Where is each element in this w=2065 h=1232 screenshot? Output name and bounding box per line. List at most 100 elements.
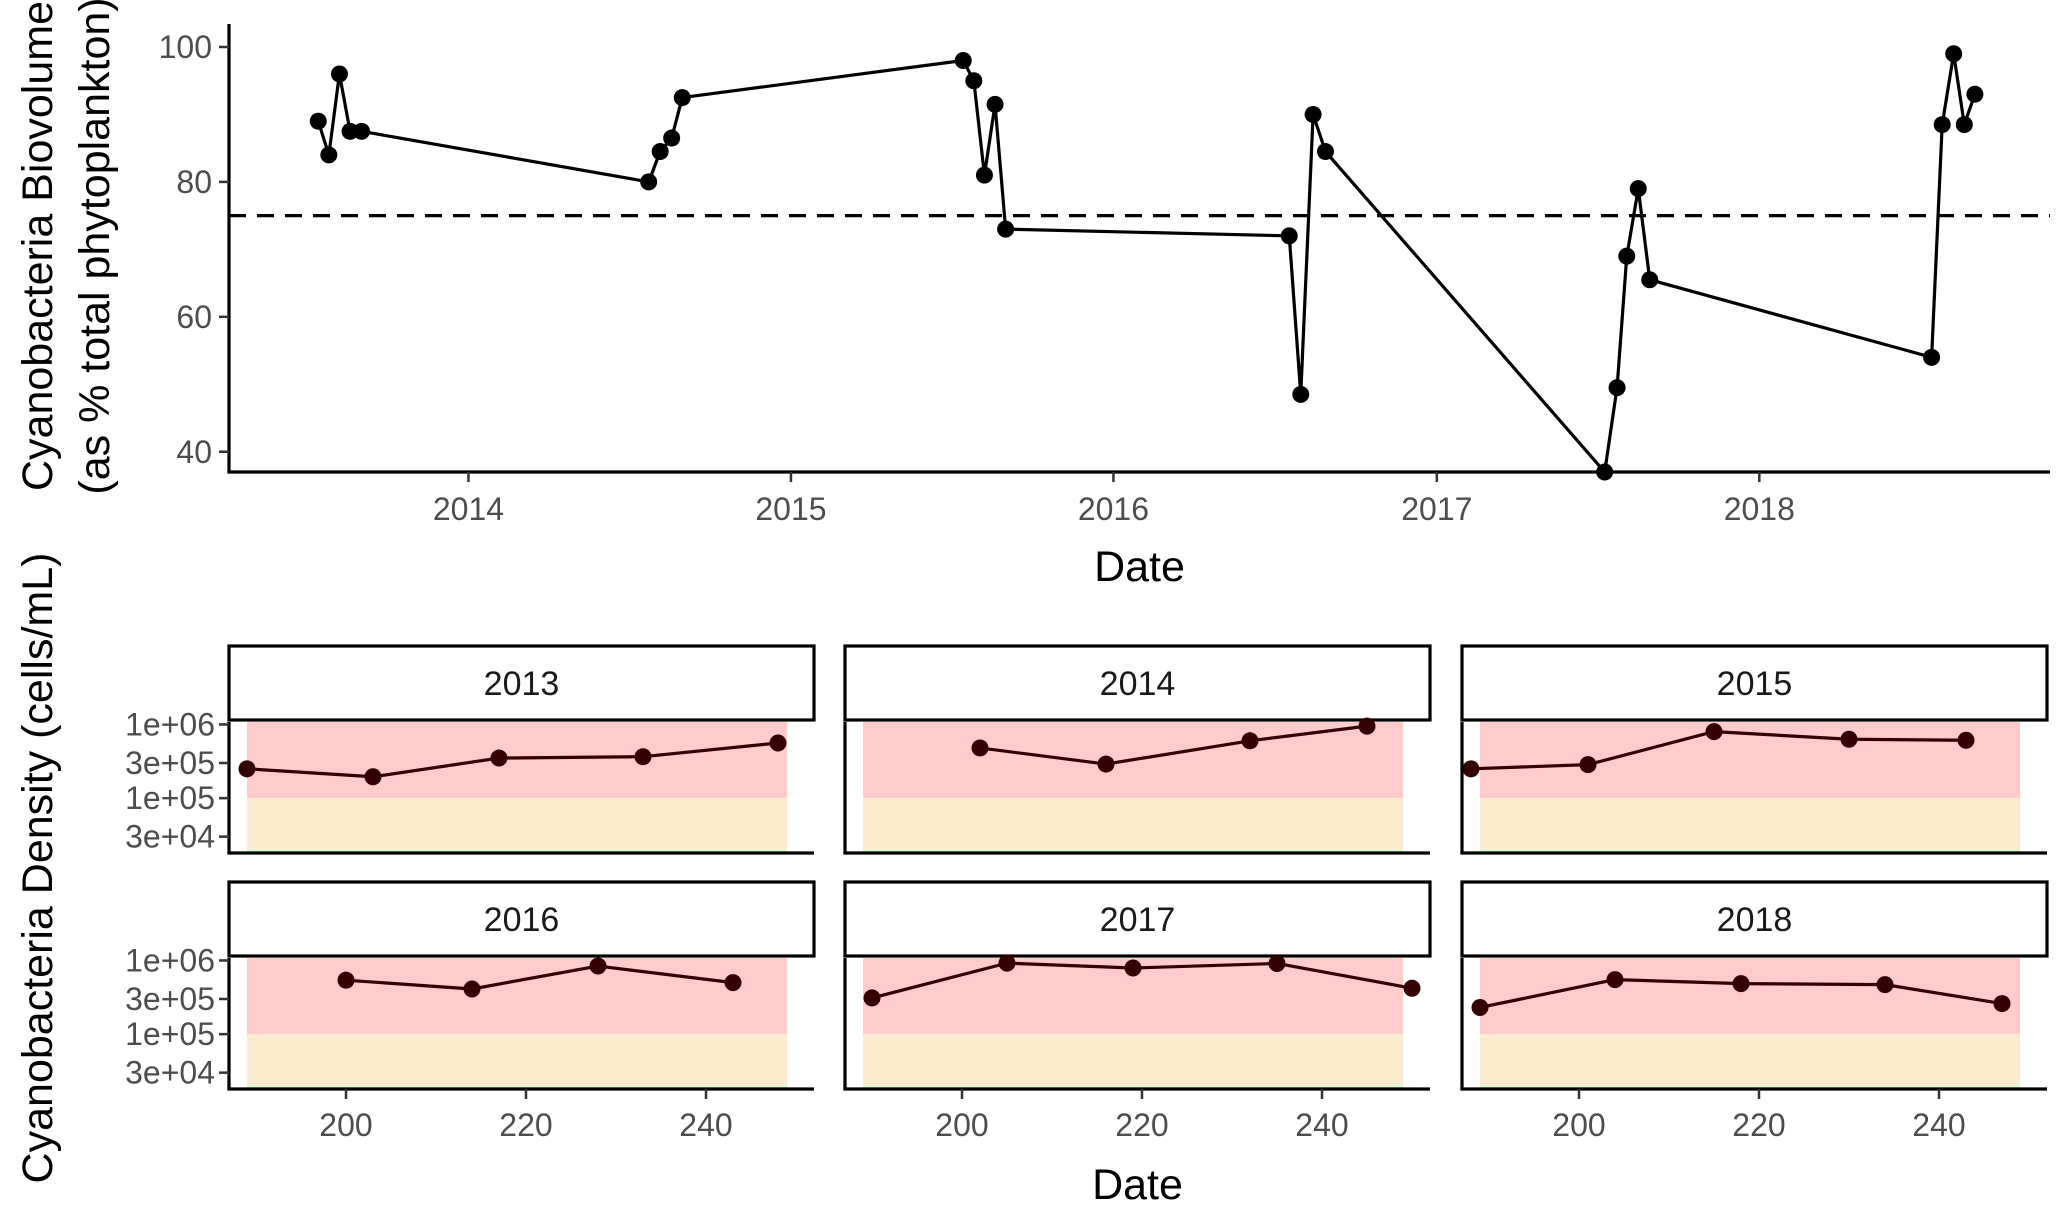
threshold-band xyxy=(1480,1034,2020,1086)
biovolume-point xyxy=(320,146,338,164)
biovolume-point xyxy=(1618,247,1636,265)
biovolume-point xyxy=(1292,385,1310,403)
density-point xyxy=(724,974,742,992)
threshold-band xyxy=(247,1034,787,1086)
density-point xyxy=(1993,995,2011,1013)
facet-panel: 2014 xyxy=(843,644,1432,855)
facet-strip xyxy=(227,880,816,958)
top-y-axis-title: Cyanobacteria Biovolume (as % total phyto… xyxy=(14,0,119,495)
top-x-tick-label: 2016 xyxy=(1078,491,1149,527)
biovolume-point xyxy=(651,143,669,161)
biovolume-point xyxy=(640,173,658,191)
threshold-band xyxy=(863,1034,1403,1086)
facet-y-tick-label: 1e+06 xyxy=(125,942,215,978)
threshold-band xyxy=(247,1085,787,1089)
biovolume-series-line xyxy=(316,52,1977,474)
facet-x-tick-label: 220 xyxy=(1115,1107,1168,1143)
facet-panel: 2015 xyxy=(1460,644,2049,855)
facet-y-tick-label: 3e+04 xyxy=(125,1055,215,1091)
facet-y-tick-label: 3e+04 xyxy=(125,819,215,855)
facet-strip xyxy=(843,644,1432,722)
facet-strip-label: 2017 xyxy=(1100,901,1176,939)
density-point xyxy=(863,989,881,1007)
top-y-tick-label: 40 xyxy=(176,434,212,470)
density-point xyxy=(238,760,256,778)
threshold-band xyxy=(863,798,1403,850)
biovolume-point xyxy=(986,95,1004,113)
density-point xyxy=(1358,717,1376,735)
density-point xyxy=(1462,760,1480,778)
facet-panel: 2017 200 220 240 xyxy=(843,880,1432,1143)
density-point xyxy=(1579,756,1597,774)
density-point xyxy=(1471,998,1489,1016)
facet-strip xyxy=(1460,644,2049,722)
biovolume-point xyxy=(353,122,371,140)
density-point xyxy=(337,971,355,989)
facet-strip xyxy=(843,880,1432,958)
threshold-band xyxy=(247,722,787,799)
threshold-band xyxy=(863,849,1403,853)
biovolume-point xyxy=(997,220,1015,238)
biovolume-point xyxy=(1304,105,1322,123)
biovolume-point xyxy=(1641,271,1659,289)
biovolume-point xyxy=(663,129,681,147)
top-x-tick-label: 2015 xyxy=(755,491,826,527)
biovolume-point xyxy=(965,72,983,90)
facet-panel: 2018 200 220 240 xyxy=(1460,880,2049,1143)
biovolume-point xyxy=(1280,227,1298,245)
density-point xyxy=(1124,959,1142,977)
top-x-tick-label: 2014 xyxy=(433,491,504,527)
facet-x-tick-label: 240 xyxy=(1295,1107,1348,1143)
density-point xyxy=(998,954,1016,972)
biovolume-point xyxy=(975,166,993,184)
facet-y-tick-label: 1e+06 xyxy=(125,706,215,742)
facet-x-tick-label: 240 xyxy=(1912,1107,1965,1143)
facet-x-tick-label: 200 xyxy=(935,1107,988,1143)
biovolume-point xyxy=(1933,116,1951,134)
threshold-band xyxy=(863,1085,1403,1089)
density-point xyxy=(769,734,787,752)
top-x-tick-label: 2017 xyxy=(1401,491,1472,527)
facet-strip-label: 2013 xyxy=(484,665,560,703)
top-x-tick-label: 2018 xyxy=(1724,491,1795,527)
facet-x-tick-label: 220 xyxy=(1732,1107,1785,1143)
facet-x-tick-label: 200 xyxy=(1552,1107,1605,1143)
biovolume-point xyxy=(673,89,691,107)
density-point xyxy=(589,957,607,975)
biovolume-point xyxy=(1608,379,1626,397)
biovolume-point xyxy=(954,51,972,69)
threshold-band xyxy=(1480,1085,2020,1089)
density-point xyxy=(1241,732,1259,750)
density-point xyxy=(634,748,652,766)
density-point xyxy=(1403,979,1421,997)
facet-strip-label: 2018 xyxy=(1717,901,1793,939)
threshold-band xyxy=(1480,958,2020,1035)
threshold-band xyxy=(247,849,787,853)
biovolume-point xyxy=(1923,348,1941,366)
threshold-band xyxy=(247,958,787,1035)
facet-y-tick-label: 1e+05 xyxy=(125,780,215,816)
top-y-axis-title-line: Cyanobacteria Biovolume xyxy=(14,1,62,491)
facet-x-tick-label: 240 xyxy=(679,1107,732,1143)
top-plot: 40 60 80 100 2014 2015 2016 2017 2018 Date Cyanoba… xyxy=(14,0,2050,591)
facet-strip-label: 2014 xyxy=(1100,665,1176,703)
facet-strip xyxy=(227,644,816,722)
density-series-line xyxy=(979,724,1368,766)
facet-y-tick-label: 3e+05 xyxy=(125,745,215,781)
biovolume-point xyxy=(309,112,327,130)
density-point xyxy=(971,739,989,757)
biovolume-point xyxy=(1316,143,1334,161)
density-point xyxy=(1705,723,1723,741)
threshold-band xyxy=(1480,798,2020,850)
biovolume-point xyxy=(1966,85,1984,103)
facet-y-tick-label: 1e+05 xyxy=(125,1016,215,1052)
density-point xyxy=(463,980,481,998)
density-point xyxy=(1876,976,1894,994)
density-point xyxy=(1606,971,1624,989)
density-point xyxy=(490,749,508,767)
biovolume-point xyxy=(1955,116,1973,134)
density-point xyxy=(1097,755,1115,773)
